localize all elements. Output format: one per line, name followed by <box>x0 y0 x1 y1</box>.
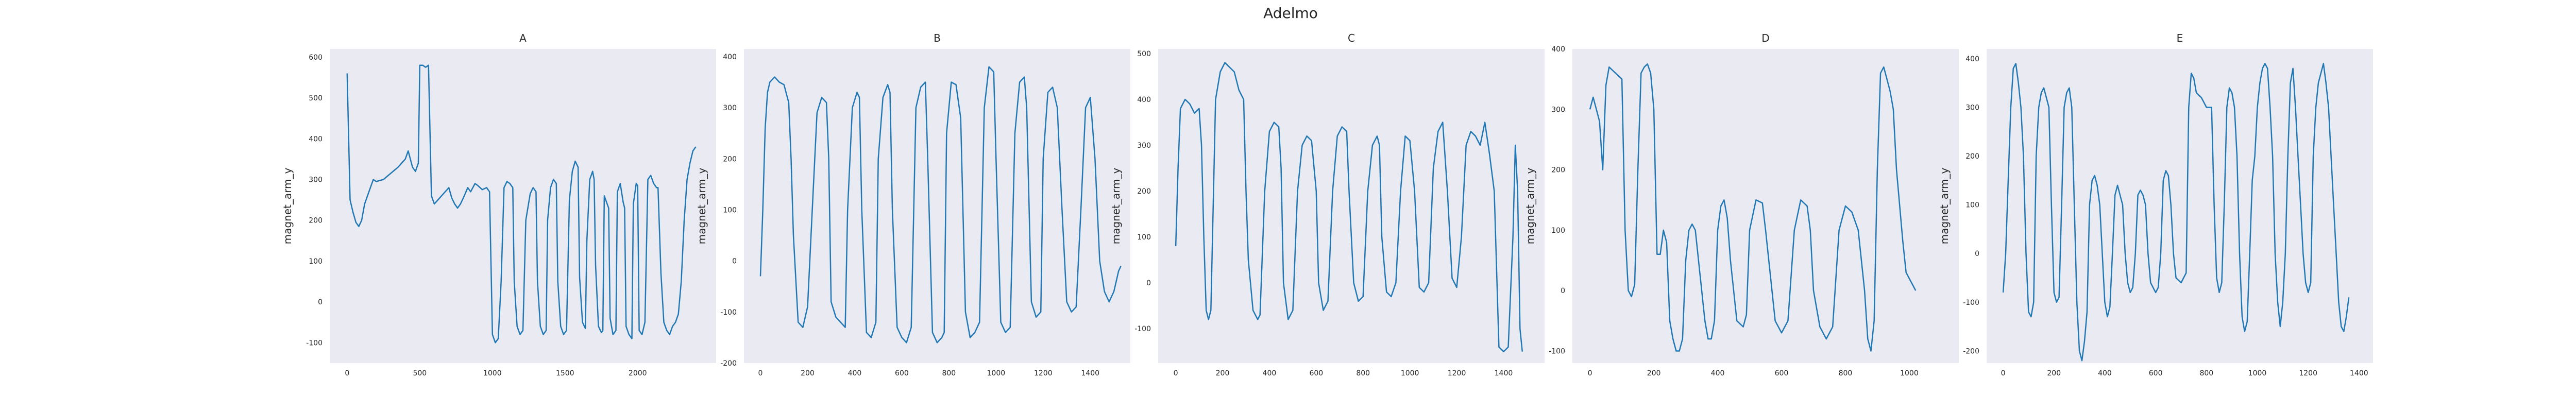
series-line <box>1589 63 1917 352</box>
x-tick-label: 800 <box>1839 369 1853 377</box>
x-tick-label: 600 <box>1309 369 1323 377</box>
y-tick-label: 500 <box>1137 50 1151 58</box>
y-tick-label: 300 <box>1551 106 1565 114</box>
x-tick-label: 1200 <box>1034 369 1053 377</box>
x-tick-label: 1000 <box>2248 369 2267 377</box>
x-tick-label: 800 <box>1356 369 1370 377</box>
y-axis-label: magnet_arm_y <box>696 167 708 244</box>
x-tick-label: 200 <box>1647 369 1661 377</box>
x-tick-label: 1000 <box>1401 369 1419 377</box>
x-tick-label: 0 <box>345 369 349 377</box>
x-tick-label: 1500 <box>556 369 574 377</box>
x-tick-label: 400 <box>2098 369 2112 377</box>
x-tick-label: 1400 <box>1081 369 1099 377</box>
y-tick-label: 400 <box>1137 96 1151 104</box>
y-tick-label: 300 <box>723 104 737 112</box>
x-tick-label: 1000 <box>1900 369 1919 377</box>
y-tick-label: 400 <box>1965 55 1979 63</box>
x-tick-label: 2000 <box>629 369 647 377</box>
x-tick-label: 0 <box>2001 369 2006 377</box>
y-tick-label: 300 <box>1965 104 1979 112</box>
x-tick-label: 600 <box>2149 369 2163 377</box>
y-tick-label: 0 <box>318 298 323 306</box>
y-tick-label: 100 <box>723 206 737 214</box>
x-tick-label: 1400 <box>1495 369 1513 377</box>
x-tick-label: 0 <box>758 369 763 377</box>
plot-area <box>1987 49 2373 363</box>
x-tick-label: 500 <box>413 369 427 377</box>
y-tick-label: 300 <box>309 176 323 184</box>
x-tick-label: 200 <box>2047 369 2061 377</box>
y-tick-label: 300 <box>1137 142 1151 150</box>
y-tick-label: 400 <box>309 135 323 143</box>
y-tick-label: 100 <box>1965 201 1979 210</box>
plot-area <box>1158 49 1545 363</box>
subplot-title: D <box>1761 32 1769 44</box>
y-tick-label: -100 <box>306 339 323 347</box>
y-axis-label: magnet_arm_y <box>281 167 294 244</box>
subplot-title: A <box>519 32 527 44</box>
x-tick-label: 400 <box>1711 369 1725 377</box>
y-axis-label: magnet_arm_y <box>1524 167 1536 244</box>
y-axis-label: magnet_arm_y <box>1110 167 1122 244</box>
y-tick-label: 400 <box>1551 45 1565 54</box>
y-tick-label: -100 <box>720 308 737 317</box>
figure-suptitle: Adelmo <box>1263 5 1318 22</box>
y-tick-label: 200 <box>1551 166 1565 175</box>
y-tick-label: 400 <box>723 53 737 61</box>
x-tick-label: 0 <box>1174 369 1178 377</box>
y-tick-label: -100 <box>1963 299 1979 307</box>
x-tick-label: 1000 <box>987 369 1006 377</box>
y-tick-label: 500 <box>309 94 323 102</box>
x-tick-label: 1000 <box>483 369 502 377</box>
y-tick-label: 0 <box>1146 279 1151 287</box>
y-tick-label: -200 <box>1963 347 1979 355</box>
y-tick-label: -100 <box>1549 348 1565 356</box>
x-tick-label: 800 <box>942 369 956 377</box>
series-line <box>346 64 697 344</box>
y-tick-label: 100 <box>309 258 323 266</box>
y-tick-label: 600 <box>309 54 323 62</box>
subplot-title: B <box>934 32 941 44</box>
y-tick-label: -100 <box>1134 325 1151 333</box>
subplot-title: E <box>2177 32 2183 44</box>
x-tick-label: 0 <box>1588 369 1592 377</box>
x-tick-label: 400 <box>848 369 862 377</box>
y-axis-label: magnet_arm_y <box>1938 167 1951 244</box>
y-tick-label: 200 <box>309 217 323 225</box>
y-tick-label: 100 <box>1551 227 1565 235</box>
x-tick-label: 1400 <box>2350 369 2368 377</box>
x-tick-label: 1200 <box>2299 369 2317 377</box>
x-tick-label: 600 <box>1775 369 1789 377</box>
x-tick-label: 800 <box>2199 369 2213 377</box>
x-tick-label: 200 <box>801 369 815 377</box>
x-tick-label: 200 <box>1216 369 1230 377</box>
plot-area <box>1572 49 1959 363</box>
y-tick-label: 100 <box>1137 233 1151 242</box>
x-tick-label: 1200 <box>1448 369 1466 377</box>
series-line <box>2002 63 2350 362</box>
y-tick-label: 0 <box>1975 250 1979 258</box>
y-tick-label: 0 <box>1561 287 1565 295</box>
plot-area <box>744 49 1130 363</box>
y-tick-label: -200 <box>720 359 737 368</box>
x-tick-label: 600 <box>895 369 909 377</box>
y-tick-label: 0 <box>732 258 737 266</box>
x-tick-label: 400 <box>1263 369 1277 377</box>
y-tick-label: 200 <box>1965 152 1979 161</box>
series-line <box>1175 62 1523 352</box>
y-tick-label: 200 <box>1137 187 1151 196</box>
y-tick-label: 200 <box>723 155 737 163</box>
series-line <box>759 66 1122 344</box>
subplot-title: C <box>1348 32 1355 44</box>
